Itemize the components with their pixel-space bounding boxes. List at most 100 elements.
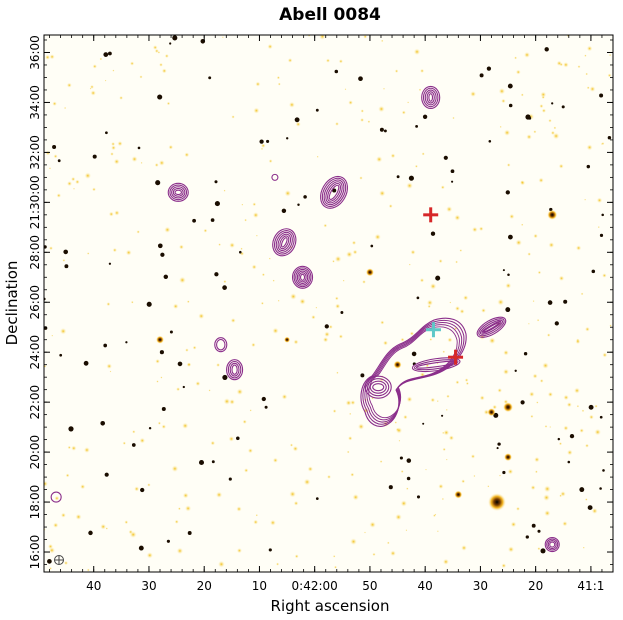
contour-line [411, 357, 461, 373]
star [599, 487, 602, 490]
faint-star [501, 563, 507, 569]
star [166, 539, 170, 543]
faint-star [379, 460, 383, 464]
x-tick-label: 20 [528, 579, 543, 593]
faint-star [114, 210, 120, 216]
faint-star [427, 304, 431, 309]
faint-star [390, 550, 396, 557]
faint-star [326, 474, 332, 479]
faint-star [112, 247, 118, 253]
faint-star [378, 190, 386, 197]
faint-star [546, 333, 551, 337]
star [379, 127, 384, 132]
star [406, 458, 412, 463]
faint-star [442, 350, 446, 354]
faint-star [528, 391, 535, 398]
faint-star [54, 495, 60, 501]
faint-star [328, 324, 333, 329]
faint-star [44, 54, 51, 61]
faint-star [281, 393, 288, 400]
faint-star [544, 424, 548, 428]
star [586, 164, 591, 169]
faint-star [156, 380, 159, 383]
faint-star [530, 485, 536, 491]
bright-star [393, 360, 402, 369]
beam-icon [54, 555, 64, 565]
contour-line [231, 364, 238, 375]
star [388, 485, 393, 490]
faint-star [492, 404, 498, 410]
star [172, 35, 178, 41]
faint-star [580, 292, 584, 296]
faint-star [547, 391, 554, 398]
contour-line [422, 87, 439, 108]
star [507, 83, 513, 89]
faint-star [161, 424, 167, 430]
faint-star [333, 565, 338, 569]
faint-star [541, 108, 547, 113]
faint-star [344, 88, 347, 91]
faint-star [63, 560, 69, 566]
faint-star [503, 129, 511, 136]
faint-star [75, 513, 82, 521]
faint-star [159, 62, 163, 67]
faint-star [236, 547, 243, 554]
star [138, 545, 144, 551]
faint-star [105, 527, 109, 530]
faint-star [367, 120, 371, 124]
faint-star [394, 69, 399, 73]
faint-star [111, 141, 116, 147]
faint-star [445, 458, 448, 461]
faint-star [132, 430, 136, 434]
contour-line [323, 179, 345, 206]
faint-star [549, 426, 552, 428]
star [450, 169, 455, 174]
star [370, 244, 374, 248]
faint-star [86, 568, 90, 572]
contour-line [428, 93, 434, 102]
contour-line [216, 338, 226, 351]
faint-star [349, 412, 352, 416]
faint-star [400, 469, 404, 474]
star [239, 250, 242, 254]
star [108, 51, 112, 56]
y-tick-label: 20:00 [28, 435, 42, 470]
star [505, 307, 511, 313]
star [360, 373, 365, 378]
faint-star [566, 402, 572, 408]
faint-star [421, 152, 425, 156]
faint-star [284, 189, 292, 197]
faint-star [62, 258, 66, 262]
faint-star [184, 152, 190, 158]
faint-star [418, 88, 422, 92]
faint-star [299, 298, 306, 305]
faint-star [303, 478, 311, 486]
faint-star [608, 53, 612, 57]
faint-star [352, 249, 358, 255]
faint-star [255, 513, 259, 517]
star [441, 414, 444, 417]
faint-star [479, 395, 485, 401]
faint-star [352, 493, 360, 501]
faint-star [582, 546, 585, 549]
contour-line [481, 320, 502, 334]
faint-star [406, 182, 413, 190]
faint-star [372, 552, 376, 557]
y-tick-label: 26:00 [28, 285, 42, 320]
faint-star [292, 445, 299, 452]
faint-star [172, 303, 179, 310]
faint-star [536, 401, 539, 404]
contour-line [328, 184, 340, 200]
faint-star [71, 445, 77, 451]
faint-star [176, 547, 184, 555]
faint-star [252, 212, 259, 219]
faint-star [272, 457, 279, 463]
faint-star [360, 109, 365, 113]
star [268, 548, 272, 552]
faint-star [515, 506, 521, 511]
star [125, 341, 128, 344]
star [264, 405, 268, 409]
star [588, 404, 594, 410]
faint-star [260, 147, 264, 151]
faint-star [152, 45, 158, 50]
